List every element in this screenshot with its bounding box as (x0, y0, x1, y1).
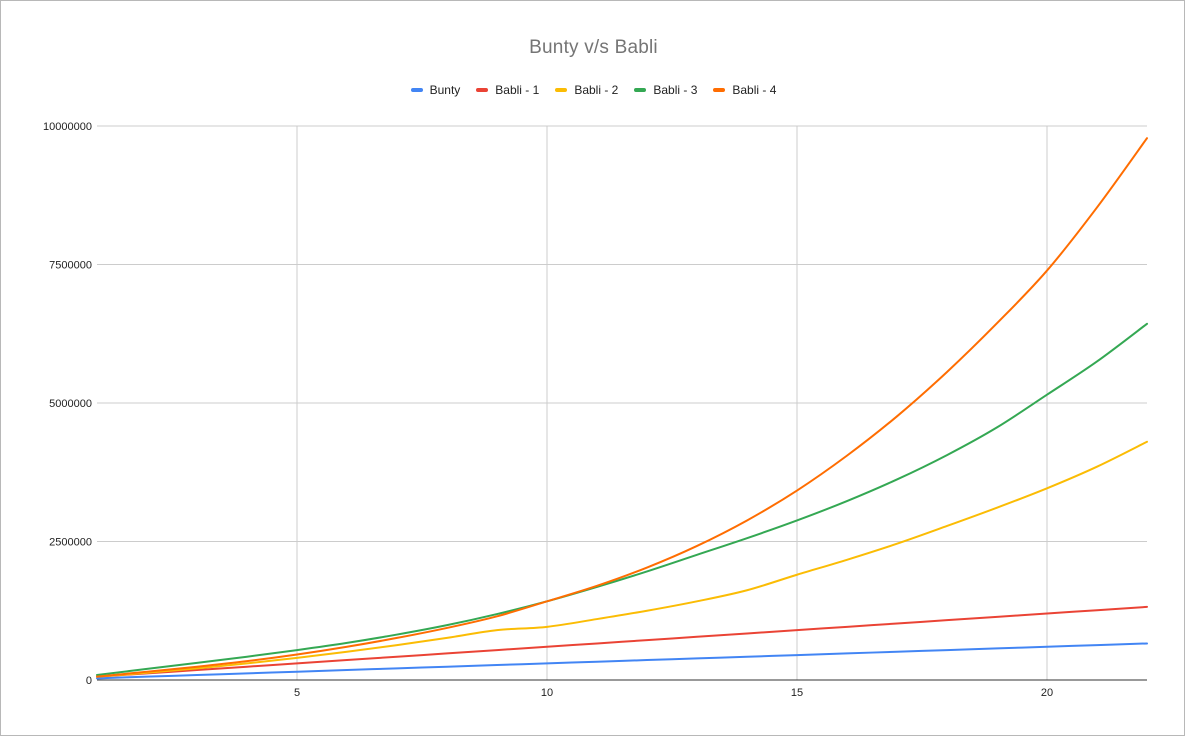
chart-title: Bunty v/s Babli (529, 37, 658, 58)
chart-legend: Bunty Babli - 1 Babli - 2 Babli - 3 Babl… (1, 83, 1184, 97)
tick-labels: 0 2500000 5000000 7500000 10000000 5 10 15 20 (43, 121, 1053, 699)
legend-label-babli-2: Babli - 2 (574, 83, 619, 97)
series-line-bunty[interactable] (96, 642, 1148, 680)
series-line-babli-2[interactable] (96, 440, 1148, 678)
series-line-babli-1[interactable] (96, 605, 1148, 678)
x-tick-label-3: 20 (1041, 687, 1053, 699)
legend-item-babli-3[interactable]: Babli - 3 (634, 83, 697, 97)
x-tick-label-0: 5 (294, 687, 300, 699)
legend-swatch-babli-1 (476, 88, 489, 92)
x-tick-label-2: 15 (791, 687, 803, 699)
legend-label-babli-1: Babli - 1 (495, 83, 540, 97)
legend-swatch-babli-4 (713, 88, 726, 92)
y-tick-label-2: 5000000 (49, 398, 92, 410)
y-tick-label-0: 0 (86, 675, 92, 687)
legend-label-babli-3: Babli - 3 (653, 83, 698, 97)
legend-swatch-babli-3 (634, 88, 647, 92)
legend-item-babli-1[interactable]: Babli - 1 (476, 83, 539, 97)
series-line-babli-3[interactable] (96, 322, 1148, 677)
legend-item-bunty[interactable]: Bunty (410, 83, 461, 97)
legend-swatch-babli-2 (555, 88, 568, 92)
series-line-babli-4[interactable] (96, 137, 1148, 678)
y-tick-label-1: 2500000 (49, 537, 92, 549)
grid-lines (97, 125, 1147, 680)
legend-label-babli-4: Babli - 4 (732, 83, 777, 97)
y-tick-label-4: 10000000 (43, 121, 92, 133)
series-lines (96, 137, 1148, 680)
legend-label-bunty: Bunty (429, 83, 461, 97)
legend-item-babli-2[interactable]: Babli - 2 (555, 83, 618, 97)
x-tick-label-1: 10 (541, 687, 553, 699)
legend-swatch-bunty (410, 88, 423, 92)
legend-item-babli-4[interactable]: Babli - 4 (713, 83, 776, 97)
y-tick-label-3: 7500000 (49, 260, 92, 272)
